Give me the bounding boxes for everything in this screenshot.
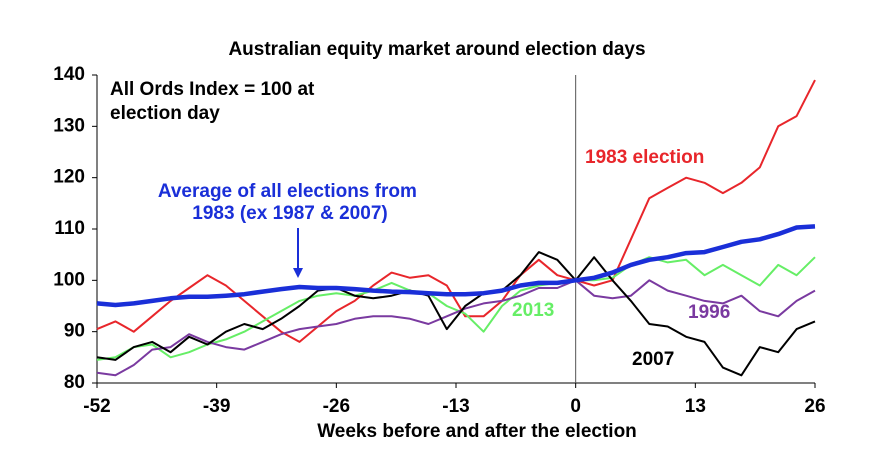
series-label: 2007 [632,349,674,370]
x-tick-label: 13 [685,396,706,417]
y-tick-label: 100 [53,269,85,290]
x-tick-label: -26 [323,396,350,417]
x-tick-label: -39 [203,396,230,417]
y-tick-label: 90 [64,321,85,342]
chart-title: Australian equity market around election… [228,39,645,60]
y-tick-label: 110 [54,218,85,239]
y-tick-label: 120 [53,167,85,188]
annotation: All Ords Index = 100 at election day [110,79,320,124]
y-tick-label: 130 [53,115,85,136]
x-axis-label: Weeks before and after the election [317,421,637,442]
series-label: Average of all elections from 1983 (ex 1… [158,181,422,224]
series-line [96,251,816,377]
arrow-head [293,268,303,278]
x-tick-label: 26 [804,396,825,417]
y-tick-label: 140 [53,64,85,85]
series-line [96,79,816,343]
series-label: 1983 election [585,147,704,168]
y-tick-label: 80 [64,372,85,393]
x-tick-label: -52 [83,396,110,417]
series-label: 2013 [512,300,554,321]
series-line [96,279,816,377]
x-tick-label: 0 [570,396,581,417]
series-label: 1996 [688,302,730,323]
series-line [96,256,816,361]
x-tick-label: -13 [442,396,469,417]
series-line [96,224,816,308]
